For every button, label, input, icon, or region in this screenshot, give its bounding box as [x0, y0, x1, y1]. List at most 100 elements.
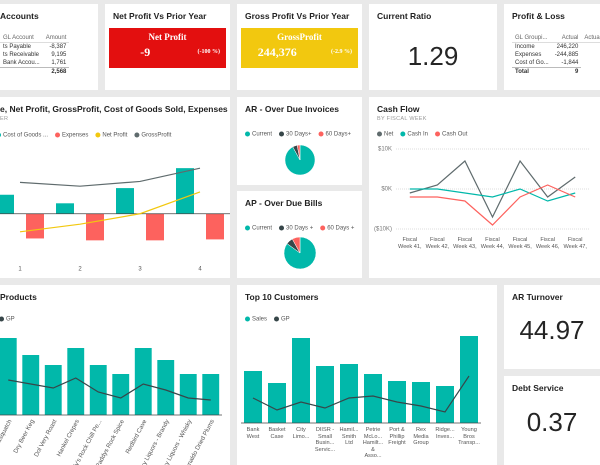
table-row: ts Payable -8,387: [0, 43, 69, 52]
tile-title: Top 10 Customers: [245, 292, 319, 302]
x-tick-label: Fiscal Week 45,: [508, 237, 532, 250]
x-tick-label: 3: [138, 267, 142, 273]
table-cell: Income: [515, 44, 535, 50]
table-row: Expenses -244,885: [512, 51, 600, 59]
bar: [112, 374, 130, 415]
bar: [412, 382, 430, 423]
bar: [67, 348, 85, 415]
bar: [56, 203, 74, 214]
table-cell: ts Receivable: [3, 52, 40, 58]
bar: [316, 366, 334, 423]
legend-label: Sales: [252, 317, 267, 323]
tile: Top 10 Customers Sales GP Bank West Basket C…: [237, 285, 497, 465]
bar: [26, 213, 44, 239]
tile-title: Debt Service: [512, 383, 564, 393]
tile: Current Ratio 1.29: [369, 4, 497, 90]
legend-label: GrossProfit: [141, 133, 171, 139]
bar: [176, 168, 194, 214]
line-series: [19, 167, 201, 187]
legend-swatch: [134, 132, 140, 138]
x-tick-label: DIISR - Small Busin... Servic...: [314, 427, 336, 453]
table-cell: -244,885: [554, 52, 579, 58]
tile-title: Gross Profit Vs Prior Year: [245, 11, 350, 21]
x-tick-label: Sasquatch: [0, 418, 14, 448]
bar: [179, 374, 197, 415]
line-series: [409, 188, 576, 202]
chart: Current 30 Days+ 60 Days+: [245, 131, 352, 176]
tile: Profit & Loss GL Groupi... Actual Actual Inc…: [504, 4, 600, 90]
x-tick-label: Fiscal Week 42,: [425, 237, 450, 250]
legend-label: 60 Days +: [327, 226, 355, 232]
legend-label: Expenses: [62, 133, 88, 139]
bar: [244, 371, 262, 423]
x-tick-label: Dry Beer Keg: [12, 418, 36, 455]
x-tick-label: Fiscal Week 44,: [480, 237, 505, 250]
legend-swatch: [245, 225, 250, 231]
tile: AR - Over Due Invoices Current 30 Days+ 60 …: [237, 97, 362, 185]
legend-label: Current: [252, 132, 272, 138]
column-header: GL Groupi...: [512, 34, 552, 43]
x-tick-label: Young Bros Transp...: [458, 427, 480, 447]
x-tick-label: Rex Media Group: [413, 427, 429, 447]
bar: [116, 188, 134, 214]
legend-label: Net Profit: [102, 133, 127, 139]
tile-subtitle: BY FISCAL WEEK: [377, 116, 427, 122]
kpi-box: Net Profit -9 (-100 %): [109, 28, 226, 68]
x-tick-label: 2: [78, 267, 82, 273]
column-header: Actual: [551, 34, 582, 43]
line-series: [252, 375, 470, 413]
table-cell: ts Payable: [3, 44, 32, 50]
x-tick-label: Ridge... Inves...: [435, 427, 455, 440]
tile-title: Net Profit Vs Prior Year: [113, 11, 207, 21]
legend-swatch: [400, 131, 406, 137]
tile-title: e, Net Profit, GrossProfit, Cost of Good…: [0, 104, 228, 114]
tile-title: Accounts: [0, 11, 39, 21]
kpi-change: (-2.9 %): [331, 49, 352, 55]
line-series: [19, 191, 201, 233]
tile-title: Cash Flow: [377, 104, 420, 114]
legend-label: GP: [281, 317, 290, 323]
line-series: [409, 159, 576, 219]
kpi-label: GrossProfit: [277, 32, 322, 42]
x-tick-label: Redbird Cave: [125, 418, 149, 455]
y-tick-label: ($10K): [374, 227, 392, 233]
legend-swatch: [0, 316, 5, 322]
x-tick-label: Fiscal Week 41,: [398, 237, 422, 250]
data-table: GL Groupi... Actual Actual Income 246,220 Exp…: [512, 34, 600, 76]
legend-label: Net: [384, 132, 394, 138]
x-tick-label: Bank West: [246, 427, 260, 440]
total-value: 9: [551, 67, 582, 76]
legend-label: Cash Out: [442, 132, 468, 138]
bar: [0, 194, 14, 214]
data-table: GL Account Amount ts Payable -8,387 ts Recei…: [0, 34, 70, 76]
tile: Gross Profit Vs Prior Year GrossProfit 244…: [237, 4, 362, 90]
legend-swatch: [95, 132, 101, 138]
tile-title: AP - Over Due Bills: [245, 198, 323, 208]
table-cell: Expenses: [515, 52, 542, 58]
table-row: Bank Accou... 1,761: [0, 59, 69, 68]
y-tick-label: $10K: [378, 147, 392, 153]
legend-swatch: [435, 131, 441, 137]
bar: [340, 364, 358, 423]
x-tick-label: Fiscal Week 47,: [563, 237, 587, 250]
kpi-value: 0.37: [526, 407, 578, 437]
table-header: GL Groupi... Actual Actual: [512, 34, 600, 43]
kpi-value: 44.97: [519, 315, 585, 345]
tile: ProductsSalesGPSasquatchDry Beer KegDol …: [0, 285, 230, 465]
legend-label: Cost of Goods ...: [3, 133, 48, 139]
x-tick-label: Basket Case: [268, 427, 286, 440]
legend-label: GP: [6, 317, 15, 323]
table-cell: 1,761: [51, 60, 67, 66]
chart: Net Cash In Cash Out $10K $0K ($10K): [374, 131, 589, 233]
kpi-value: -9: [140, 45, 151, 59]
x-tick-label: Dol Very Roast: [33, 418, 59, 458]
legend-swatch: [245, 316, 250, 322]
x-tick-label: Fiscal Week 43,: [453, 237, 477, 250]
bar: [0, 338, 17, 415]
table-cell: Bank Accou...: [3, 60, 40, 66]
legend-swatch: [320, 225, 326, 231]
legend-swatch: [55, 132, 61, 138]
x-tick-label: Port & Phillip Freight: [388, 427, 406, 447]
